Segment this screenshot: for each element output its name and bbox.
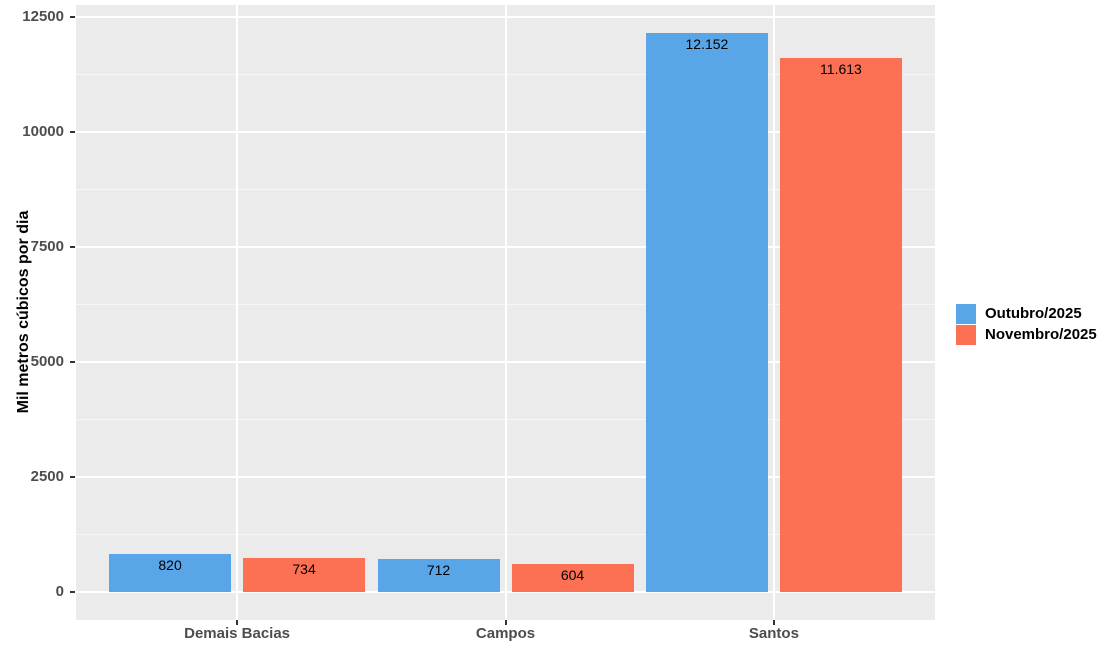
- y-tick-mark: [70, 361, 75, 363]
- y-tick-mark: [70, 476, 75, 478]
- x-tick-mark: [236, 620, 239, 625]
- y-tick-label: 5000: [30, 353, 64, 370]
- bar-value-label: 734: [292, 561, 316, 578]
- vertical-gridline: [504, 5, 507, 620]
- bar-value-label: 712: [426, 562, 451, 579]
- bar-novembro-2025: [779, 57, 902, 593]
- y-tick-mark: [70, 15, 75, 18]
- vertical-gridline: [772, 5, 775, 620]
- legend-swatch-0: [956, 304, 976, 324]
- y-tick-label: 7500: [30, 237, 64, 255]
- legend-swatch-1: [956, 325, 976, 345]
- x-tick-mark: [772, 620, 775, 625]
- bar-value-label: 12.152: [685, 35, 729, 52]
- bar-value-label: 11.613: [820, 60, 862, 77]
- legend: Outubro/2025 Novembro/2025: [956, 304, 1097, 346]
- legend-label: Novembro/2025: [985, 326, 1097, 343]
- y-tick-mark: [70, 245, 75, 248]
- y-tick-mark: [70, 130, 75, 133]
- y-tick-label: 10000: [22, 122, 64, 140]
- vertical-gridline: [236, 5, 239, 620]
- legend-item: Outubro/2025: [956, 304, 1097, 324]
- bar-novembro-2025: [511, 564, 634, 593]
- bar-outubro-2025: [377, 559, 500, 593]
- bar-value-label: 604: [560, 567, 585, 584]
- bar-novembro-2025: [243, 558, 366, 593]
- bar-outubro-2025: [645, 32, 768, 593]
- y-tick-label: 2500: [30, 468, 64, 485]
- x-tick-label: Campos: [475, 625, 536, 642]
- y-tick-label: 12500: [22, 7, 64, 25]
- legend-label: Outubro/2025: [985, 305, 1082, 322]
- x-tick-label: Demais Bacias: [184, 625, 291, 642]
- x-tick-label: Santos: [748, 625, 799, 642]
- y-tick-mark: [70, 591, 75, 594]
- plot-panel: 820 712 12.152 734 604 11.613: [76, 5, 935, 620]
- legend-item: Novembro/2025: [956, 325, 1097, 345]
- y-tick-label: 0: [55, 583, 64, 601]
- bar-outubro-2025: [109, 554, 232, 593]
- x-tick-mark: [504, 620, 507, 625]
- bar-value-label: 820: [158, 557, 182, 574]
